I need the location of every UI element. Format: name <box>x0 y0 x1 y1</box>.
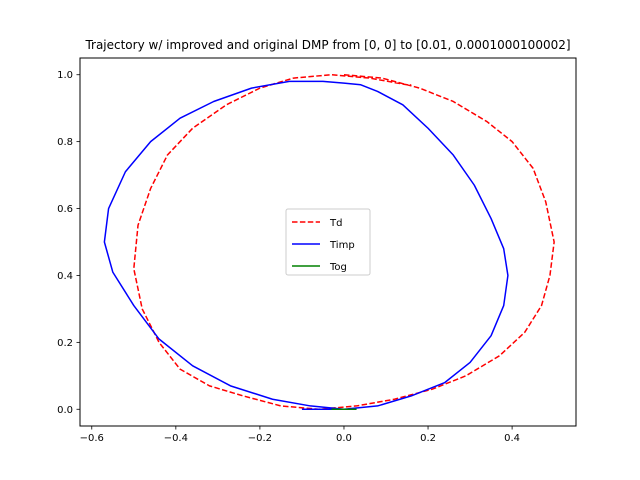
y-tick-label: 0.4 <box>57 271 73 282</box>
x-tick-label: 0.0 <box>336 433 352 444</box>
y-tick-label: 0.8 <box>57 137 73 148</box>
x-tick-label: −0.4 <box>164 433 188 444</box>
chart-title: Trajectory w/ improved and original DMP … <box>84 38 570 52</box>
legend-label-tog: Tog <box>329 262 347 273</box>
legend-box <box>285 208 371 276</box>
x-tick-label: 0.4 <box>504 433 520 444</box>
y-tick-label: 0.2 <box>57 338 73 349</box>
legend: Td Timp Tog <box>285 208 371 276</box>
plot-area-frame <box>79 57 577 427</box>
x-tick-label: 0.2 <box>420 433 436 444</box>
y-tick-label: 0.0 <box>57 405 73 416</box>
y-tick-label: 1.0 <box>57 70 73 81</box>
legend-label-timp: Timp <box>329 240 355 251</box>
x-tick-label: −0.6 <box>80 433 104 444</box>
series-line-td <box>133 73 555 411</box>
y-tick-label: 0.6 <box>57 204 73 215</box>
legend-label-td: Td <box>329 218 342 229</box>
x-tick-label: −0.2 <box>248 433 272 444</box>
series-line-timp <box>103 80 509 411</box>
